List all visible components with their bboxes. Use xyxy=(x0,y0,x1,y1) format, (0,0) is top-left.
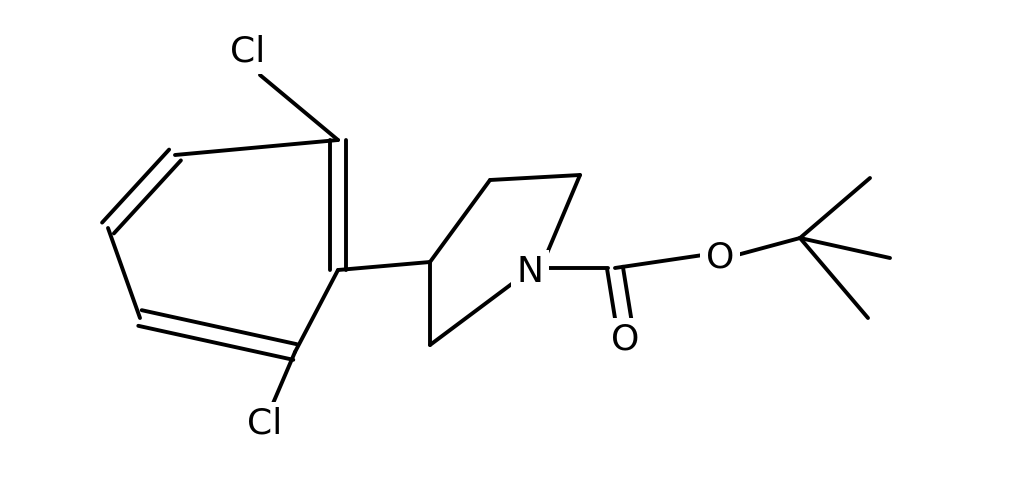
Text: Cl: Cl xyxy=(230,35,265,69)
Text: Cl: Cl xyxy=(248,407,283,441)
Text: O: O xyxy=(706,241,734,275)
Text: O: O xyxy=(610,323,639,357)
Text: N: N xyxy=(516,255,544,289)
